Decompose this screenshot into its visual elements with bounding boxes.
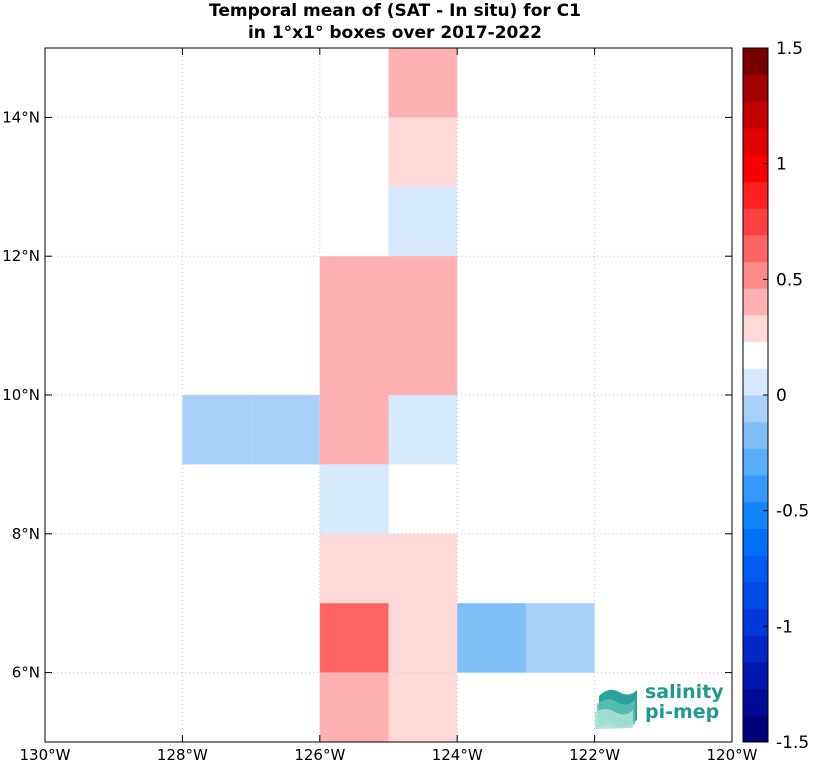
colorbar-segment: [743, 635, 768, 663]
colorbar-tick-label: 0: [776, 386, 787, 406]
y-tick-label: 6°N: [12, 664, 40, 682]
logo-waves-icon: [595, 689, 637, 729]
heatmap-cell: [388, 325, 458, 395]
colorbar-tick-label: -1.5: [776, 733, 809, 753]
colorbar-segment: [743, 288, 768, 316]
x-tick-label: 126°W: [294, 746, 345, 763]
salinity-pi-mep-logo: salinity pi-mep: [595, 682, 735, 730]
y-tick-label: 14°N: [2, 108, 40, 126]
heatmap-cell: [251, 395, 320, 465]
colorbar-segment: [743, 555, 768, 583]
heatmap-cell: [388, 48, 458, 118]
colorbar-segment: [743, 421, 768, 449]
chart-title-line-2: in 1°x1° boxes over 2017-2022: [247, 23, 543, 43]
heatmap-cell: [319, 325, 389, 395]
colorbar-segment: [743, 208, 768, 236]
heatmap-cell: [388, 672, 458, 742]
colorbar-segment: [743, 101, 768, 129]
x-tick-label: 124°W: [432, 746, 483, 763]
colorbar-segment: [743, 341, 768, 369]
colorbar-segment: [743, 501, 768, 529]
heatmap-cell: [182, 395, 252, 465]
colorbar-segment: [743, 448, 768, 476]
heatmap-cell: [319, 533, 389, 604]
colorbar-segment: [743, 528, 768, 556]
colorbar-segment: [743, 154, 768, 182]
colorbar-segment: [743, 715, 768, 743]
colorbar-segment: [743, 128, 768, 156]
y-tick-label: 10°N: [2, 386, 40, 404]
x-tick-label: 128°W: [157, 746, 208, 763]
colorbar-segment: [743, 608, 768, 636]
colorbar-segment: [743, 661, 768, 690]
heatmap-cell: [457, 603, 526, 673]
chart-title-line-1: Temporal mean of (SAT - In situ) for C1: [209, 1, 581, 21]
logo-text: salinity pi-mep: [645, 682, 724, 722]
colorbar-tick-label: -1: [776, 617, 793, 637]
heatmap-cell: [388, 603, 458, 673]
chart-title: Temporal mean of (SAT - In situ) for C1 …: [0, 0, 790, 44]
colorbar-tick-label: 0.5: [776, 270, 803, 290]
heatmap-cell: [388, 186, 458, 257]
x-tick-label: 130°W: [20, 746, 71, 763]
colorbar-segment: [743, 234, 768, 263]
heatmap-cell: [319, 672, 389, 742]
colorbar-tick-label: 1: [776, 155, 787, 175]
heatmap-cell: [388, 117, 458, 187]
heatmap-cell: [388, 395, 458, 465]
heatmap-cell: [319, 256, 389, 326]
y-tick-label: 12°N: [2, 247, 40, 265]
logo-text-line-2: pi-mep: [645, 701, 720, 723]
heatmap-cell: [388, 533, 458, 604]
heatmap-cell: [525, 603, 595, 673]
colorbar-segment: [743, 48, 768, 76]
colorbar-segment: [743, 688, 768, 716]
heatmap-cell: [319, 395, 389, 465]
heatmap-cell: [319, 464, 389, 534]
colorbar-segment: [743, 261, 768, 289]
colorbar-segment: [743, 181, 768, 209]
colorbar-segment: [743, 74, 768, 102]
colorbar-tick-label: 1.5: [776, 39, 803, 59]
x-tick-label: 122°W: [569, 746, 620, 763]
heatmap-cell: [388, 256, 458, 326]
x-tick-label: 120°W: [707, 746, 758, 763]
colorbar-segment: [743, 581, 768, 610]
colorbar-segment: [743, 395, 768, 423]
heatmap-cell: [319, 603, 389, 673]
colorbar-segment: [743, 314, 768, 343]
colorbar-segment: [743, 368, 768, 396]
colorbar-tick-label: -0.5: [776, 502, 809, 522]
y-tick-label: 8°N: [12, 525, 40, 543]
logo-text-line-1: salinity: [645, 681, 724, 703]
colorbar-segment: [743, 475, 768, 503]
